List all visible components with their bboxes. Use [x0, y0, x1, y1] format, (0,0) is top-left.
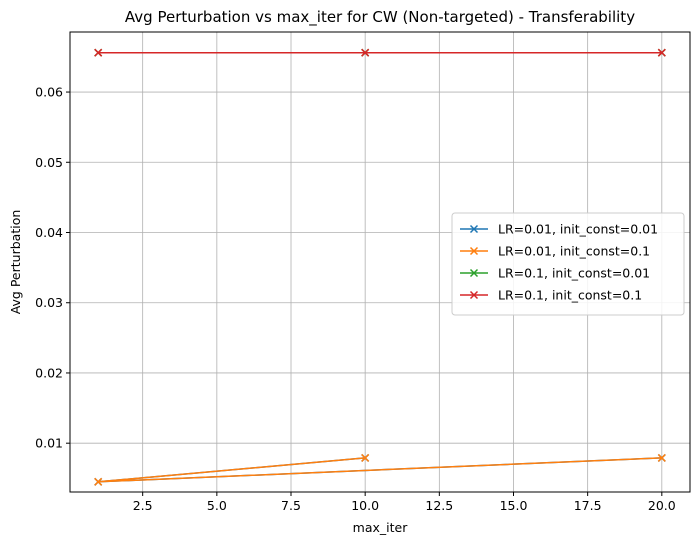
x-tick-label: 15.0 [500, 498, 528, 513]
legend-label: LR=0.1, init_const=0.1 [498, 288, 642, 303]
x-tick-label: 12.5 [425, 498, 453, 513]
chart-title: Avg Perturbation vs max_iter for CW (Non… [125, 8, 635, 27]
y-tick-label: 0.06 [35, 85, 63, 100]
plot-area [94, 48, 666, 486]
series-line [98, 457, 662, 483]
legend-label: LR=0.1, init_const=0.01 [498, 266, 650, 281]
data-point-marker [361, 48, 370, 57]
y-tick-label: 0.04 [35, 225, 63, 240]
plot-frame [69, 31, 691, 493]
legend-item: LR=0.1, init_const=0.01 [460, 266, 650, 281]
data-point-marker [94, 48, 103, 57]
legend-swatch-marker [469, 290, 479, 300]
legend-label: LR=0.01, init_const=0.1 [498, 244, 650, 259]
x-axis: 2.5 5.0 7.5 10.0 12.5 15.0 17.5 20.0 [133, 492, 676, 513]
legend-swatch-marker [469, 246, 479, 256]
legend-box [451, 212, 685, 316]
x-tick-label: 17.5 [574, 498, 602, 513]
x-axis-label: max_iter [353, 520, 409, 535]
legend-item: LR=0.01, init_const=0.01 [460, 222, 658, 237]
legend-item: LR=0.1, init_const=0.1 [460, 288, 642, 303]
y-tick-label: 0.03 [35, 295, 63, 310]
x-tick-label: 2.5 [133, 498, 153, 513]
legend-item: LR=0.01, init_const=0.1 [460, 244, 650, 259]
legend-swatch-marker [469, 268, 479, 278]
data-point-marker [361, 453, 370, 462]
y-axis: 0.01 0.02 0.03 0.04 0.05 0.06 [35, 85, 70, 451]
y-tick-label: 0.05 [35, 155, 63, 170]
series-2 [94, 453, 666, 486]
y-axis-label: Avg Perturbation [8, 210, 23, 315]
x-tick-label: 10.0 [351, 498, 379, 513]
data-point-marker [657, 453, 666, 462]
data-point-marker [94, 477, 103, 486]
x-tick-label: 7.5 [281, 498, 301, 513]
legend-label: LR=0.01, init_const=0.01 [498, 222, 658, 237]
y-tick-label: 0.01 [35, 436, 63, 451]
x-tick-label: 20.0 [648, 498, 676, 513]
data-point-marker [657, 48, 666, 57]
legend: LR=0.01, init_const=0.01 LR=0.01, init_co… [451, 212, 685, 316]
series-4 [94, 48, 666, 57]
legend-swatch-marker [469, 224, 479, 234]
x-tick-label: 5.0 [207, 498, 227, 513]
y-tick-label: 0.02 [35, 365, 63, 380]
